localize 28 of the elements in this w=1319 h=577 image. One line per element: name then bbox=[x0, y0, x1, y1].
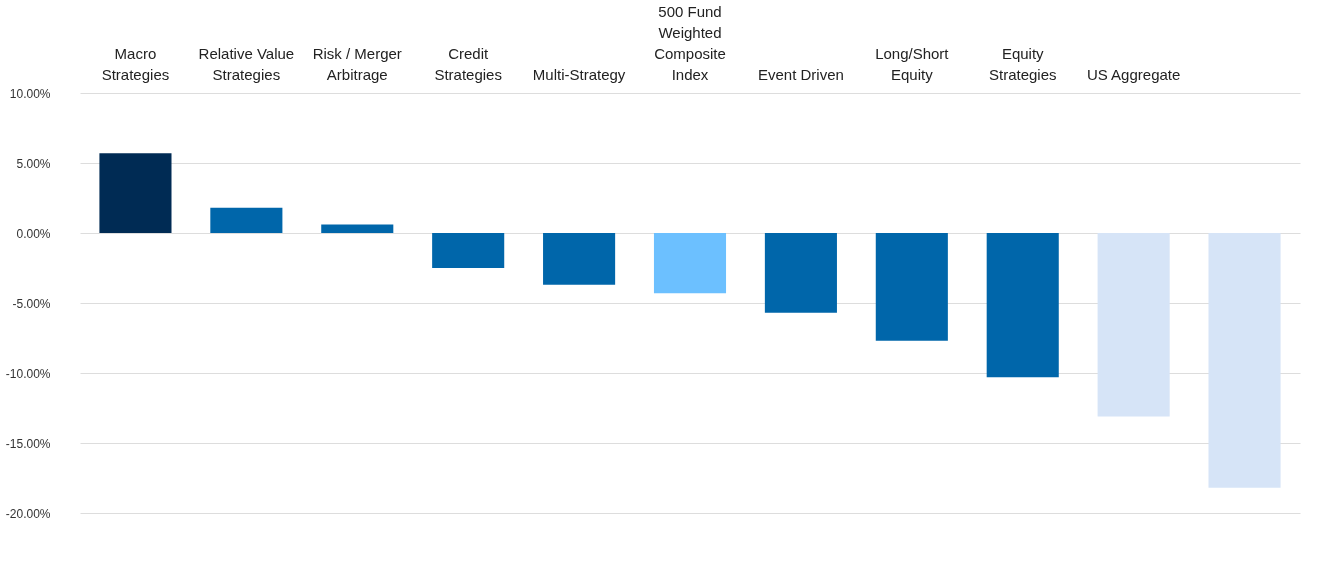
x-tick-label: US Aggregate bbox=[1086, 66, 1181, 83]
y-tick-label: 10.00% bbox=[9, 86, 51, 101]
y-tick-label: -5.00% bbox=[12, 296, 51, 311]
x-tick-label: Risk / Merger Arbitrage bbox=[312, 45, 402, 83]
x-tick-label: Event Driven bbox=[757, 66, 844, 83]
bar bbox=[99, 153, 172, 233]
y-tick-label: 5.00% bbox=[16, 156, 51, 171]
bar bbox=[543, 233, 616, 285]
y-tick-label: -15.00% bbox=[5, 436, 51, 451]
x-tick-label: Relative Value Strategies bbox=[198, 45, 295, 83]
x-tick-label: Credit Strategies bbox=[434, 45, 502, 83]
bar bbox=[986, 233, 1059, 378]
bar bbox=[653, 233, 727, 294]
x-tick-label: 500 Fund Weighted Composite Index bbox=[654, 3, 726, 83]
x-tick-label: Multi-Strategy bbox=[532, 66, 626, 83]
y-tick-label: 0.00% bbox=[16, 226, 51, 241]
y-tick-label: -10.00% bbox=[5, 366, 51, 381]
x-tick-label: Macro Strategies bbox=[101, 45, 170, 83]
x-tick-label: Long/Short Equity bbox=[875, 45, 950, 83]
bar bbox=[321, 224, 394, 233]
bar bbox=[875, 233, 948, 341]
x-tick-label: Equity Strategies bbox=[988, 45, 1057, 83]
bar bbox=[1097, 233, 1170, 417]
bar bbox=[1208, 233, 1281, 488]
bar bbox=[432, 233, 505, 268]
bar bbox=[210, 207, 283, 233]
y-tick-label: -20.00% bbox=[5, 506, 51, 521]
bar bbox=[764, 233, 837, 313]
